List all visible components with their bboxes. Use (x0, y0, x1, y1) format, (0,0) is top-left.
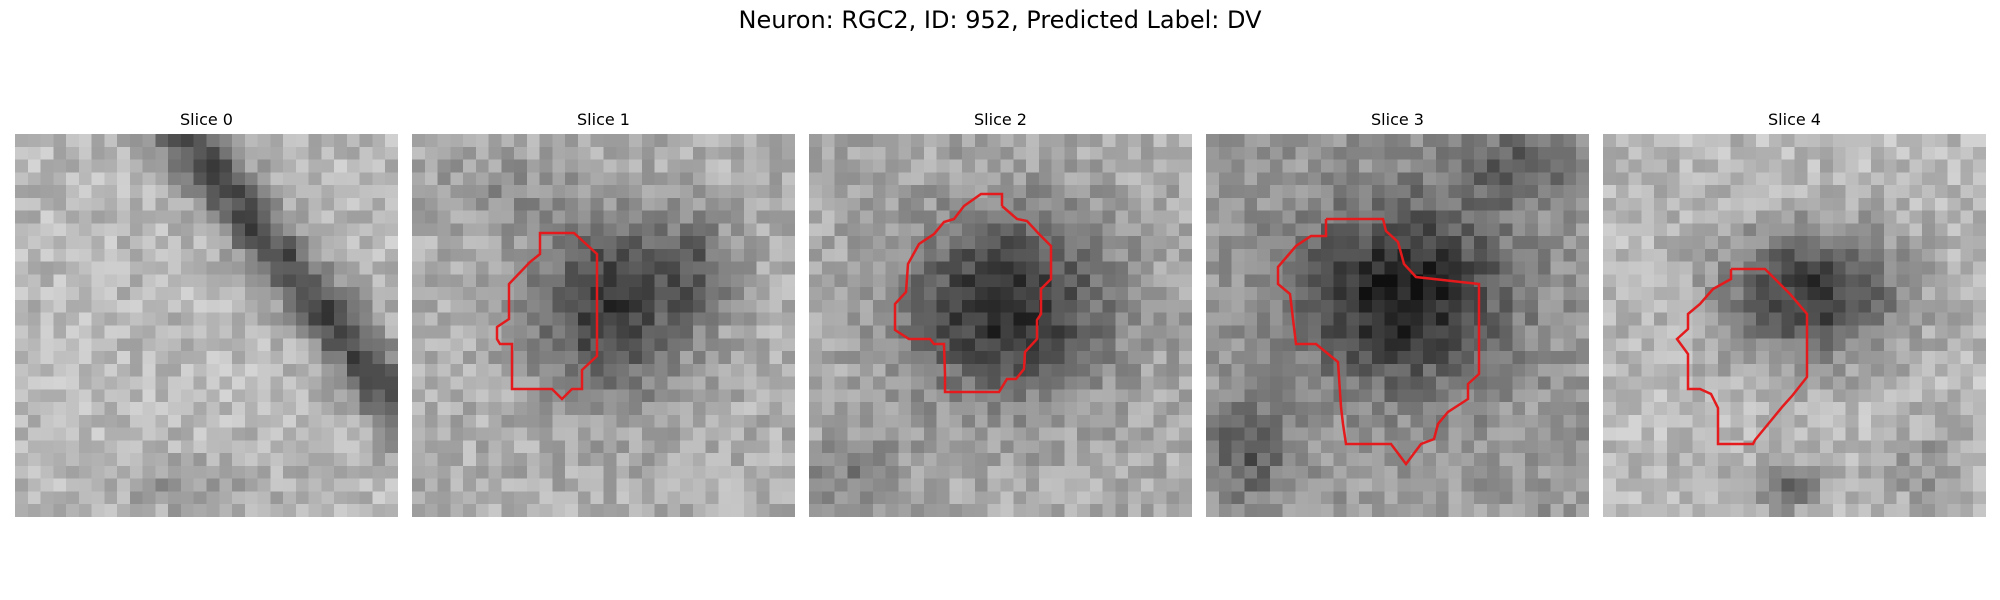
slice-panel-0: Slice 0 (15, 107, 398, 517)
slice-panel-2: Slice 2 (809, 107, 1192, 517)
slice-image (809, 134, 1192, 517)
segmentation-contour (1675, 267, 1809, 446)
slice-title: Slice 4 (1768, 110, 1821, 129)
slice-title: Slice 3 (1371, 110, 1424, 129)
segmentation-contour (893, 192, 1053, 394)
slice-title: Slice 2 (974, 110, 1027, 129)
grayscale-microscopy-image (1603, 134, 1986, 517)
segmentation-contour (1276, 217, 1481, 467)
slice-image (1206, 134, 1589, 517)
slice-image (1603, 134, 1986, 517)
slice-title: Slice 0 (180, 110, 233, 129)
slice-image (412, 134, 795, 517)
figure-title: Neuron: RGC2, ID: 952, Predicted Label: … (738, 6, 1262, 34)
grayscale-microscopy-image (15, 134, 398, 517)
slice-panel-4: Slice 4 (1603, 107, 1986, 517)
grayscale-microscopy-image (412, 134, 795, 517)
slice-panel-3: Slice 3 (1206, 107, 1589, 517)
slice-title: Slice 1 (577, 110, 630, 129)
slice-image (15, 134, 398, 517)
segmentation-contour (495, 231, 599, 401)
grayscale-microscopy-image (809, 134, 1192, 517)
slice-panel-1: Slice 1 (412, 107, 795, 517)
